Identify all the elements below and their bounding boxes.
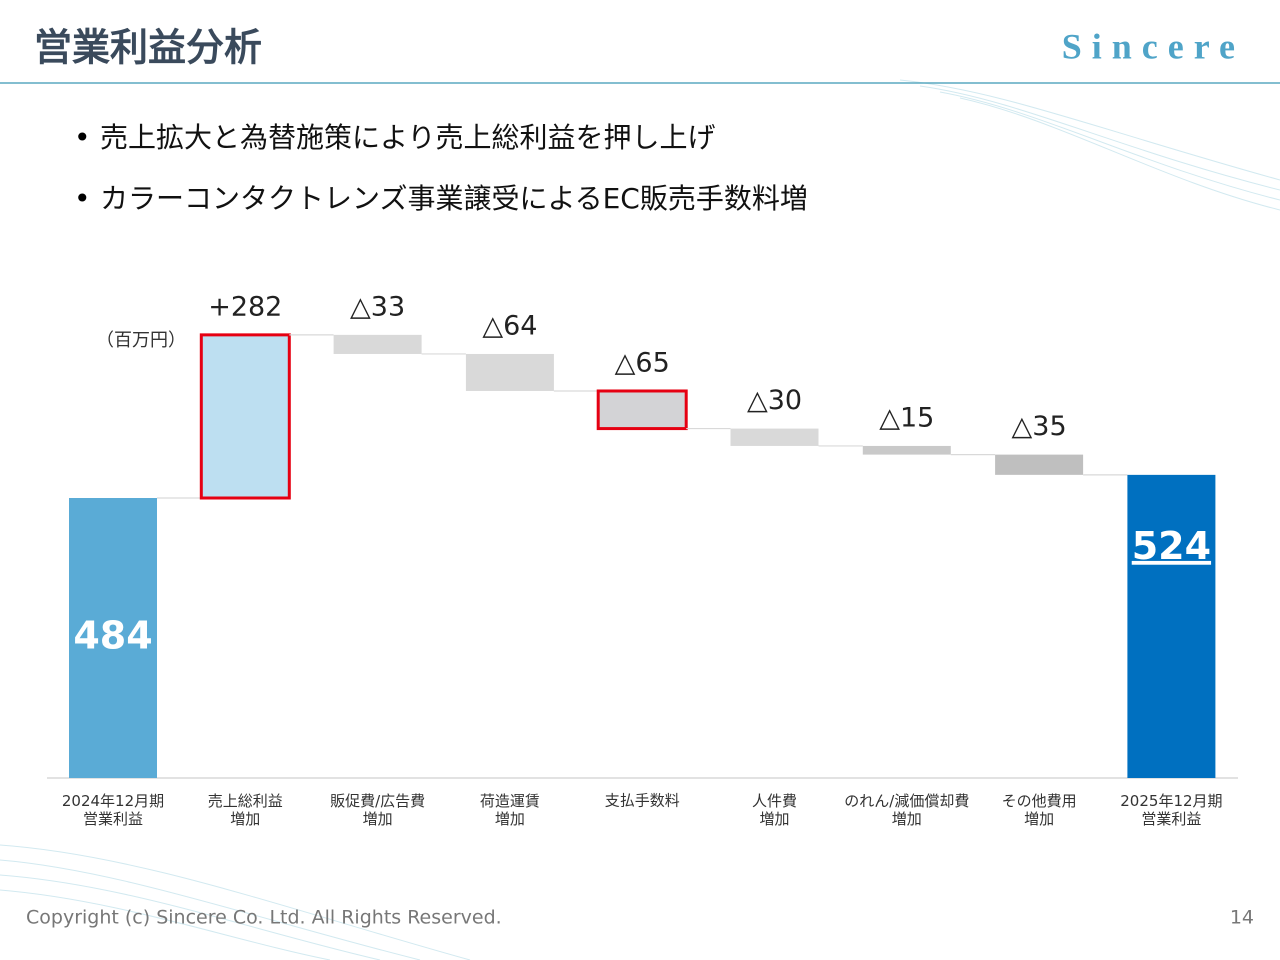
x-tick-label: 2024年12月期営業利益 [62, 792, 164, 828]
value-label: 524 [1132, 524, 1211, 568]
value-label: △30 [747, 385, 802, 416]
x-tick-label: 荷造運賃増加 [480, 792, 540, 828]
bullet-dot: • [74, 121, 91, 154]
x-tick-label: 売上総利益増加 [208, 792, 283, 828]
logo: Sincere [1062, 26, 1245, 66]
value-label: 484 [73, 614, 152, 658]
value-label: △35 [1012, 411, 1067, 442]
wave-decoration [0, 79, 1280, 960]
page-number: 14 [1230, 907, 1254, 929]
value-label: +282 [208, 291, 282, 322]
slide-title: 営業利益分析 [34, 26, 262, 70]
value-label: △15 [879, 402, 934, 433]
bar [199, 333, 291, 500]
value-label: △64 [482, 310, 537, 341]
bar [69, 498, 157, 778]
bar [465, 353, 554, 391]
bar [730, 428, 819, 446]
value-label: △65 [615, 347, 670, 378]
x-tick-label: 支払手数料 [605, 792, 680, 810]
x-tick-label: 販促費/広告費増加 [330, 792, 425, 828]
bullet: 売上拡大と為替施策により売上総利益を押し上げ [100, 121, 715, 154]
bullet-dot: • [74, 182, 91, 215]
x-tick-label: のれん/減価償却費増加 [844, 792, 969, 828]
unit-label: （百万円） [96, 330, 186, 351]
value-label: △33 [350, 291, 405, 322]
bar [596, 389, 688, 431]
copyright: Copyright (c) Sincere Co. Ltd. All Right… [26, 907, 502, 929]
bar [862, 445, 951, 455]
x-tick-label: 人件費増加 [752, 792, 797, 828]
bar [995, 454, 1084, 475]
x-tick-label: 2025年12月期営業利益 [1120, 792, 1222, 828]
x-tick-label: その他費用増加 [1002, 792, 1077, 828]
bar [1127, 474, 1216, 778]
bullet: カラーコンタクトレンズ事業譲受によるEC販売手数料増 [100, 182, 808, 215]
bar [333, 334, 422, 354]
